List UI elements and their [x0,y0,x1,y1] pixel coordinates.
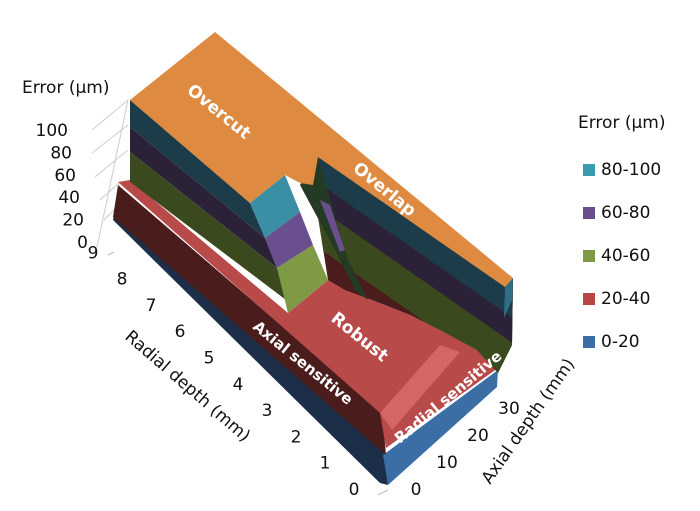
band-0-20-side [383,370,498,485]
x-tick-label: 7 [146,296,157,316]
legend-swatch [583,293,595,305]
band-80-100-left [130,100,265,238]
legend-swatch [583,250,595,262]
legend-label: 20-40 [601,289,651,309]
legend-label: 80-100 [601,160,662,180]
y-tick-label: 10 [436,453,458,473]
z-axis-title: Error (µm) [22,78,109,98]
legend-label: 0-20 [601,332,640,352]
legend-label: 60-80 [601,203,651,223]
z-tick-label: 80 [50,143,72,163]
band-60-80-left [130,127,277,268]
robust-highlight [380,345,460,430]
y-tick-label: 30 [498,399,520,419]
legend-swatch [583,164,595,176]
crack-edge [320,200,345,252]
y-tick-label: 20 [467,426,489,446]
axis-grid [91,99,129,253]
band-60-80-step [265,212,313,268]
legend-item: 20-40 [583,289,650,309]
band-80-100-step [250,175,300,238]
x-tick-label: 5 [204,349,215,369]
legend-swatch [583,336,595,348]
z-tick-label: 60 [54,166,76,186]
band-20-40-top [118,180,498,448]
x-tick-label: 2 [291,427,302,447]
z-tick-label: 40 [58,188,80,208]
x-tick-label: 1 [320,454,331,474]
x-tick-label: 0 [349,480,360,500]
y-tick-label: 0 [411,480,422,500]
z-tick-label: 0 [77,233,88,253]
legend-item: 60-80 [583,203,650,223]
z-tick-label: 100 [36,121,68,141]
band-40-60-left [130,152,290,303]
radial-tick-marks [107,251,389,496]
x-tick-label: 8 [117,270,128,290]
x-tick-label: 6 [175,322,186,342]
band-40-60-step [277,245,328,313]
legend-title: Error (µm) [578,113,666,133]
band-20-40-front [113,185,386,455]
x-tick-label: 4 [233,375,244,395]
z-tick-label: 20 [62,211,84,231]
overcut-top-surface [130,32,513,287]
legend-item: 40-60 [583,246,650,266]
legend-label: 40-60 [601,246,651,266]
legend-item: 80-100 [583,160,661,180]
legend-swatch [583,207,595,219]
x-tick-label: 9 [88,243,99,263]
x-tick-label: 3 [262,401,273,421]
legend-item: 0-20 [583,332,640,352]
